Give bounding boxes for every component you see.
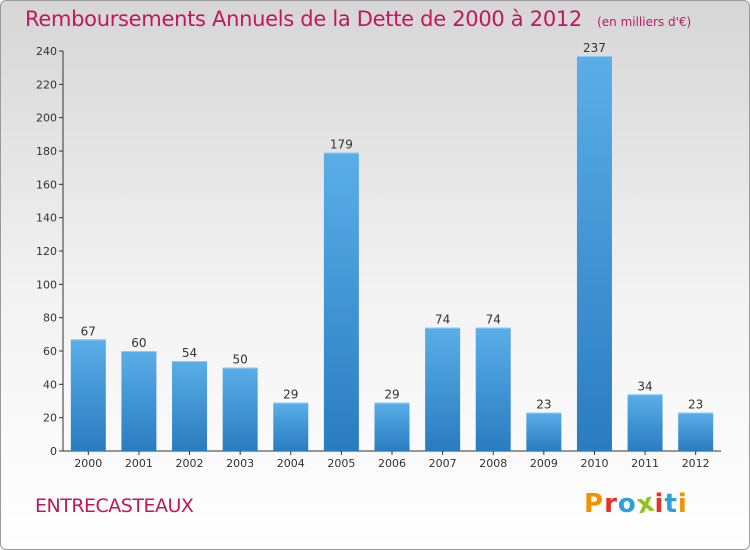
y-tick-label: 200 xyxy=(36,112,57,125)
x-tick-label: 2012 xyxy=(682,457,710,470)
y-tick-label: 180 xyxy=(36,145,57,158)
logo-letter: o xyxy=(617,489,637,519)
x-tick-label: 2006 xyxy=(378,457,406,470)
bar xyxy=(425,327,461,451)
logo-letter: P xyxy=(584,489,605,519)
data-labels: 67 60 54 50 29 179 29 74 74 23 237 34 23 xyxy=(81,41,704,412)
axes: 0 20 40 60 80 100 120 140 160 180 200 220 240 2000 200… xyxy=(36,45,721,470)
y-tick-label: 120 xyxy=(36,245,57,258)
logo-letter: i xyxy=(677,489,688,519)
x-tick-label: 2002 xyxy=(176,457,204,470)
y-tick-label: 80 xyxy=(43,312,57,325)
x-tick-label: 2001 xyxy=(125,457,153,470)
data-label: 54 xyxy=(182,346,197,360)
data-label: 29 xyxy=(283,388,298,402)
bar xyxy=(172,361,208,451)
bar xyxy=(70,339,106,451)
bar xyxy=(576,56,612,451)
x-tick-label: 2009 xyxy=(530,457,558,470)
y-tick-label: 140 xyxy=(36,212,57,225)
y-tick-label: 220 xyxy=(36,78,57,91)
bars xyxy=(70,56,714,451)
bar xyxy=(121,351,157,451)
proxiti-logo: Proxiti xyxy=(584,487,688,520)
y-tick-label: 100 xyxy=(36,278,57,291)
bar xyxy=(678,412,714,451)
x-tick-label: 2004 xyxy=(277,457,305,470)
x-tick-label: 2008 xyxy=(479,457,507,470)
y-tick-label: 240 xyxy=(36,45,57,58)
y-tick-label: 60 xyxy=(43,345,57,358)
logo-letter: i xyxy=(654,489,665,519)
logo-letter: r xyxy=(604,489,618,519)
chart-title: Remboursements Annuels de la Dette de 20… xyxy=(25,7,582,31)
bar xyxy=(627,394,663,451)
x-tick-label: 2005 xyxy=(327,457,355,470)
x-tick-label: 2010 xyxy=(580,457,608,470)
data-label: 60 xyxy=(131,336,146,350)
data-label: 179 xyxy=(330,138,353,152)
data-label: 23 xyxy=(688,398,703,412)
data-label: 50 xyxy=(233,353,248,367)
data-label: 34 xyxy=(637,379,652,393)
bar xyxy=(526,412,562,451)
data-label: 237 xyxy=(583,41,606,55)
data-label: 67 xyxy=(81,324,96,338)
place-name: ENTRECASTEAUX xyxy=(35,495,194,517)
chart-unit: (en milliers d'€) xyxy=(597,15,692,29)
logo-letter: t xyxy=(664,489,678,519)
bar xyxy=(374,402,410,451)
y-tick-label: 160 xyxy=(36,178,57,191)
bar xyxy=(323,152,359,451)
x-tick-label: 2003 xyxy=(226,457,254,470)
data-label: 74 xyxy=(486,313,501,327)
x-tick-label: 2007 xyxy=(429,457,457,470)
y-tick-label: 20 xyxy=(43,412,57,425)
y-tick-label: 40 xyxy=(43,378,57,391)
data-label: 29 xyxy=(384,388,399,402)
data-label: 74 xyxy=(435,313,450,327)
data-label: 23 xyxy=(536,398,551,412)
x-tick-label: 2000 xyxy=(74,457,102,470)
bar xyxy=(222,367,258,451)
bar xyxy=(273,402,309,451)
bar xyxy=(475,327,511,451)
title-row: Remboursements Annuels de la Dette de 20… xyxy=(25,7,691,31)
y-tick-label: 0 xyxy=(50,445,57,458)
x-tick-label: 2011 xyxy=(631,457,659,470)
